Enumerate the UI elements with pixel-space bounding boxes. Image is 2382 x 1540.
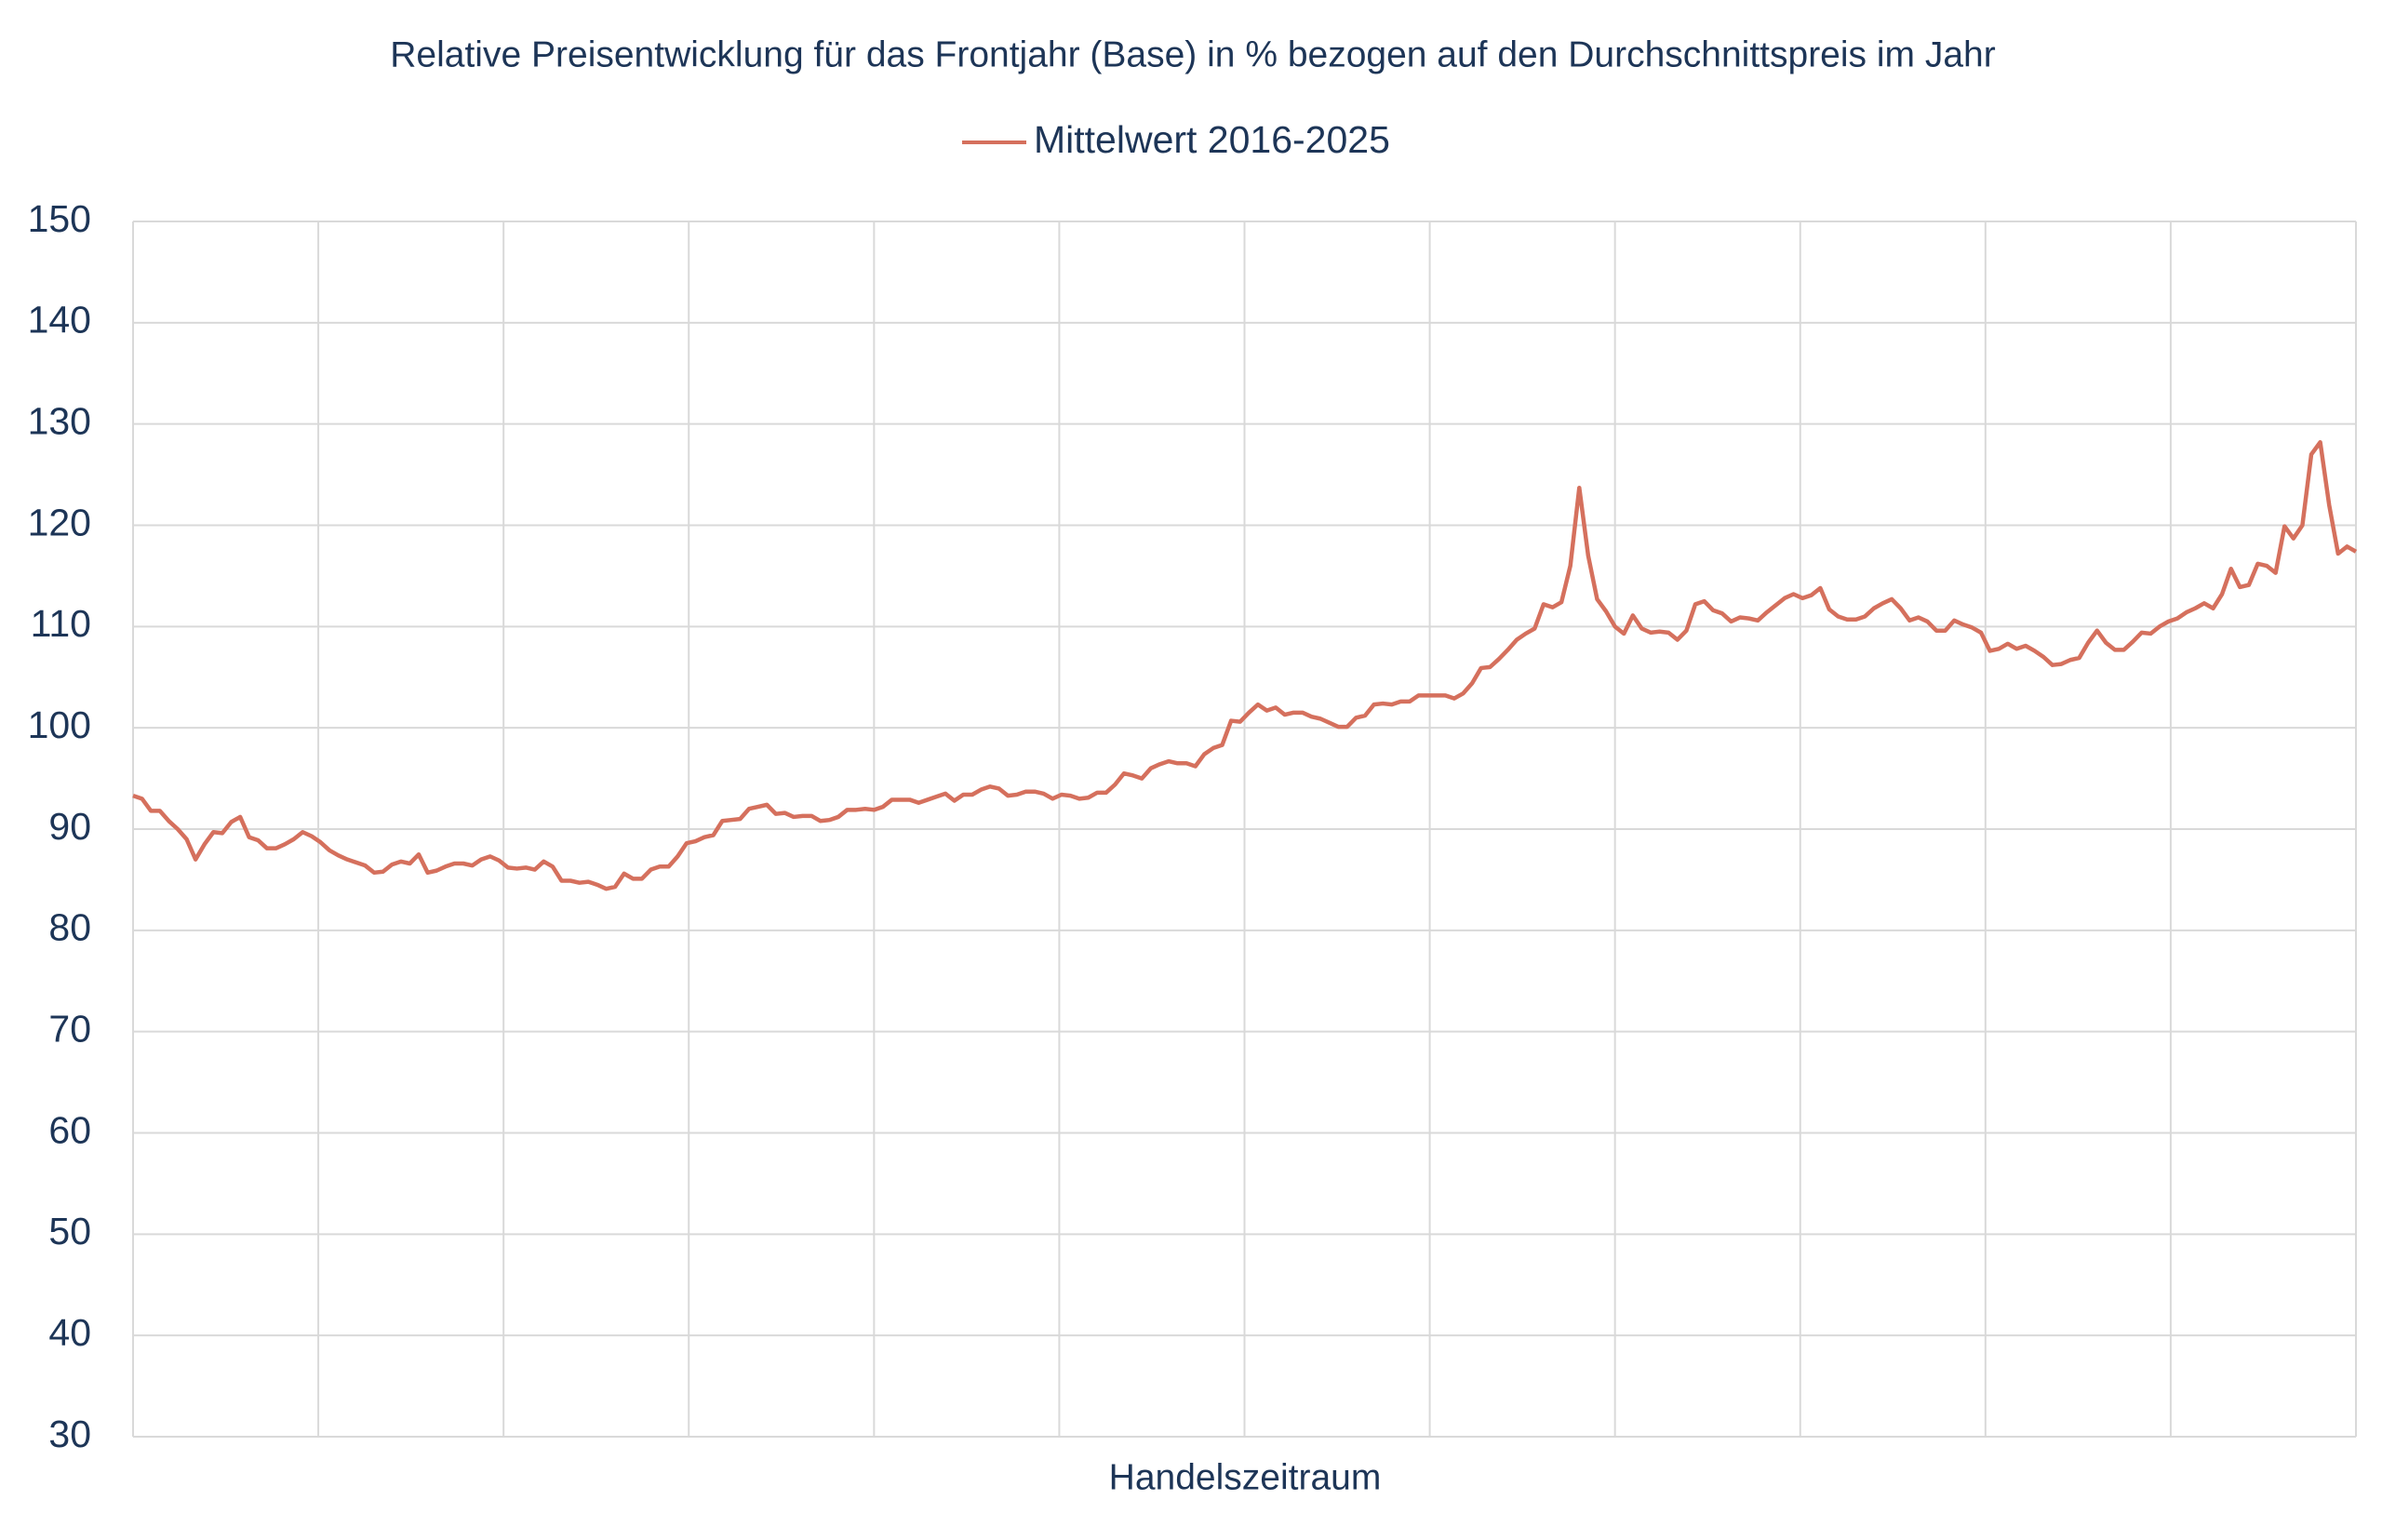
y-tick-label: 60 [48,1108,91,1151]
y-tick-label: 50 [48,1210,91,1252]
y-tick-label: 70 [48,1007,91,1050]
legend-label: Mittelwert 2016-2025 [1034,118,1390,161]
y-tick-label: 150 [28,197,91,240]
y-tick-label: 40 [48,1311,91,1354]
data-line [132,440,2358,891]
y-tick-label: 30 [48,1413,91,1455]
y-tick-label: 80 [48,906,91,949]
y-tick-label: 140 [28,299,91,341]
y-tick-label: 100 [28,703,91,746]
chart-title: Relative Preisentwicklung für das Frontj… [390,34,1995,74]
y-tick-label: 120 [28,501,91,543]
y-tick-label: 90 [48,805,91,848]
y-tick-label: 110 [31,602,91,645]
x-axis-label: Handelszeitraum [1109,1457,1382,1497]
y-tick-label: 130 [28,399,91,442]
